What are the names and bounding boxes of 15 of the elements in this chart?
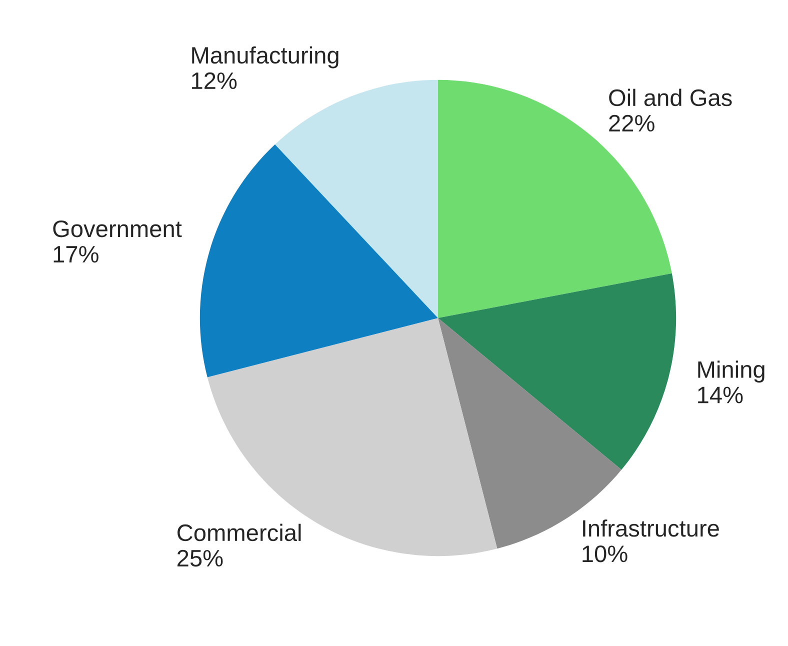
slice-label: Oil and Gas [609, 88, 732, 106]
data-label: 10% [582, 545, 628, 562]
data-label: 22% [609, 114, 654, 132]
slice-label: Infrastructure [583, 519, 719, 537]
data-label: 14% [698, 386, 743, 404]
data-label: 12% [192, 72, 237, 90]
slice-label: Manufacturing [192, 46, 338, 68]
pie-slice [200, 144, 438, 378]
slice-label: Commercial [178, 524, 301, 542]
slice-label: Mining [698, 360, 764, 383]
pie-slice [275, 80, 438, 318]
slice-label: Government [53, 220, 182, 238]
data-label: 25% [178, 550, 223, 567]
pie-slice [438, 273, 676, 470]
data-label: 17% [54, 246, 98, 263]
